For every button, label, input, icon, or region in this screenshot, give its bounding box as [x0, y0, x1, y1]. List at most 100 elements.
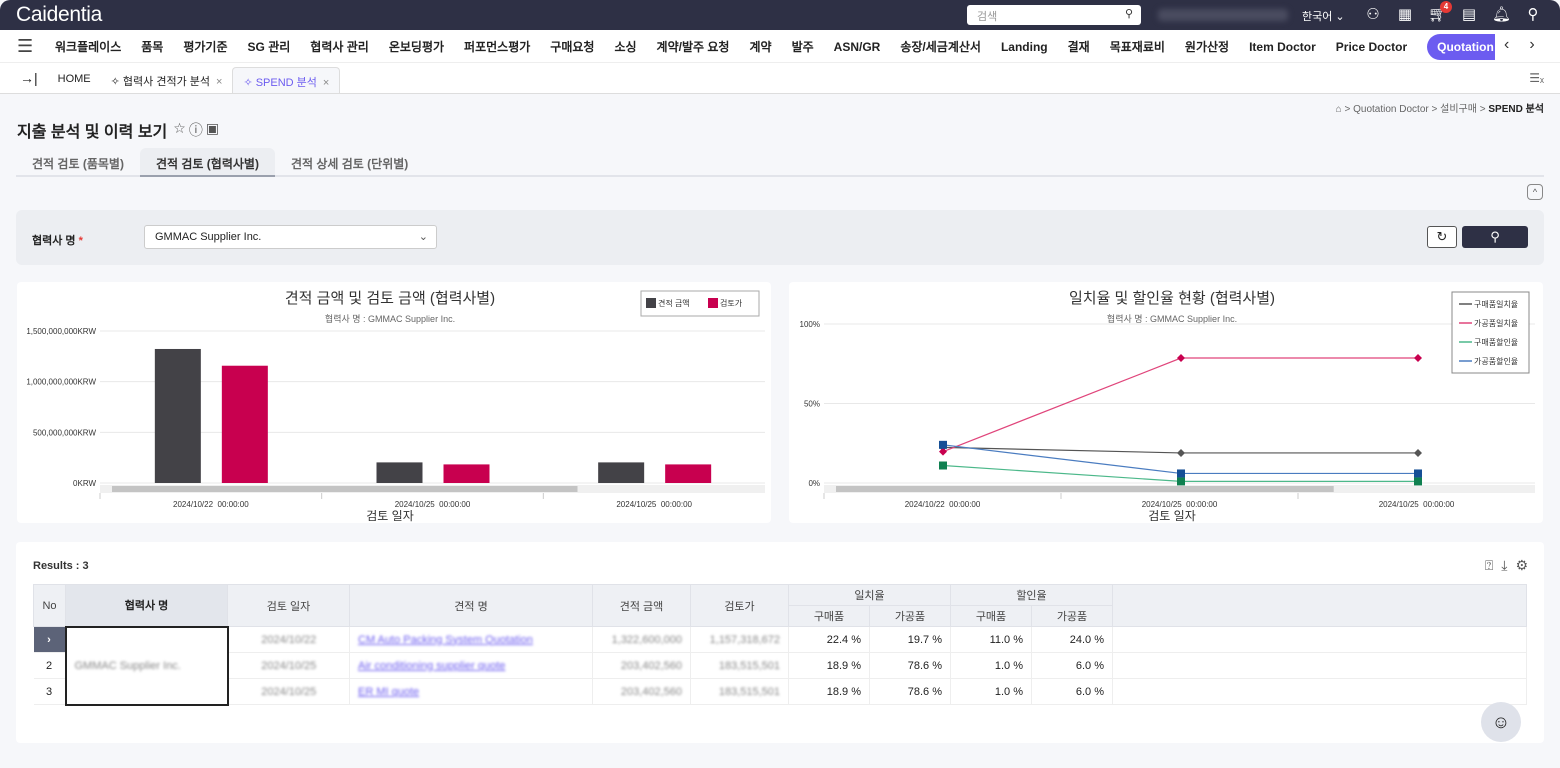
col-match-purchased[interactable]: 구매품 [788, 605, 870, 627]
bell-icon[interactable]: 🔔︎ [1492, 6, 1512, 23]
table-row[interactable]: 3 2024/10/25 ER MI quote 203,402,560 183… [33, 678, 1527, 705]
page-title: 지출 분석 및 이력 보기 [17, 124, 168, 141]
menu-item[interactable]: 계약 [749, 40, 772, 54]
chatbot-button[interactable]: ☺ [1481, 702, 1521, 742]
menu-item[interactable]: 온보딩평가 [388, 40, 445, 54]
menu-item[interactable]: 송장/세금계산서 [900, 40, 981, 54]
community-icon[interactable]: ⚇ [1366, 6, 1380, 23]
breadcrumb-current: SPEND 분석 [1488, 104, 1544, 115]
menu-item[interactable]: 발주 [791, 40, 814, 54]
logo[interactable]: Caidentia [16, 3, 103, 26]
col-review[interactable]: 검토가 [690, 584, 789, 627]
cart-icon[interactable]: 🛒︎ 4 [1428, 1, 1452, 23]
menu-item[interactable]: 목표재료비 [1109, 40, 1165, 54]
menu-item[interactable]: 소싱 [614, 40, 637, 54]
match-processed-cell: 78.6 % [869, 678, 951, 705]
col-match-processed[interactable]: 가공품 [869, 605, 951, 627]
tab-by-supplier[interactable]: 견적 검토 (협력사별) [139, 148, 275, 177]
legend-label: 가공품일치율 [1474, 319, 1518, 328]
col-discount-processed[interactable]: 가공품 [1031, 605, 1113, 627]
col-amount[interactable]: 견적 금액 [592, 584, 691, 627]
main-menu: ☰ 워크플레이스 품목 평가기준 SG 관리 협력사 관리 온보딩평가 퍼포먼스… [0, 30, 1560, 63]
star-icon[interactable]: ☆ [173, 120, 186, 136]
data-point [939, 447, 947, 456]
quote-link[interactable]: ER MI quote [358, 685, 420, 698]
search-button[interactable]: ⚲ [1462, 226, 1528, 248]
menu-item[interactable]: 계약/발주 요청 [656, 40, 730, 54]
table-row[interactable]: › GMMAC Supplier Inc. 2024/10/22 CM Auto… [33, 625, 1527, 706]
info-icon[interactable]: ⓘ [188, 122, 203, 138]
chevron-right-icon[interactable]: › [1529, 36, 1535, 53]
menu-item[interactable]: 워크플레이스 [55, 40, 122, 54]
scrollbar-thumb [112, 486, 578, 492]
language-select[interactable]: 한국어 ⌄ [1302, 11, 1345, 23]
tab-bar: →| HOME ✧ 협력사 견적가 분석 × ✧ SPEND 분석 × ☰ₓ [0, 63, 1560, 94]
bar-0 [154, 348, 201, 483]
row-number: 2 [33, 652, 66, 679]
supplier-cell[interactable]: GMMAC Supplier Inc. [64, 625, 229, 706]
col-discount: 할인율 [950, 584, 1113, 606]
breadcrumb-item[interactable]: Quotation Doctor [1353, 104, 1429, 115]
legend-label: 구매품일치율 [1474, 300, 1518, 309]
document-icon[interactable]: ▤ [1461, 6, 1477, 23]
calendar-icon[interactable]: ▦ [1397, 6, 1413, 23]
menu-item[interactable]: 원가산정 [1184, 40, 1230, 54]
menu-item[interactable]: ASN/GR [833, 39, 881, 54]
table-row[interactable]: 2 2024/10/25 Air conditioning supplier q… [33, 652, 1527, 679]
close-icon[interactable]: × [322, 77, 330, 89]
x-axis-title: 검토 일자 [1148, 509, 1196, 523]
clear-tabs-icon[interactable]: ☰ₓ [1529, 71, 1544, 85]
tab-home[interactable]: HOME [48, 67, 101, 93]
data-point [1414, 354, 1422, 363]
gear-icon[interactable]: ⚙ [1515, 557, 1528, 573]
y-tick-label: 0% [808, 479, 820, 488]
collapse-button[interactable]: ^ [1527, 184, 1543, 200]
menu-item[interactable]: 퍼포먼스평가 [464, 40, 531, 54]
user-icon[interactable]: ⚲ [1527, 6, 1539, 23]
menu-item[interactable]: 구매요청 [550, 40, 595, 54]
expand-sidebar-icon[interactable]: →| [20, 70, 38, 86]
supplier-select[interactable]: GMMAC Supplier Inc. ⌄ [144, 225, 437, 249]
col-quote[interactable]: 견적 명 [349, 584, 593, 627]
col-no[interactable]: No [33, 584, 66, 627]
menu-item[interactable]: 평가기준 [183, 40, 228, 54]
manual-icon[interactable]: ▣ [205, 120, 220, 136]
menu-item[interactable]: SG 관리 [247, 40, 291, 54]
menu-item[interactable]: Price Doctor [1335, 39, 1408, 54]
legend-swatch [708, 298, 718, 308]
tab-by-unit[interactable]: 견적 상세 검토 (단위별) [290, 157, 409, 171]
search-icon[interactable]: ⚲ [1124, 8, 1133, 20]
chart-subtitle: 협력사 명 : GMMAC Supplier Inc. [325, 313, 455, 324]
col-date[interactable]: 검토 일자 [227, 584, 350, 627]
col-supplier[interactable]: 협력사 명 [65, 584, 228, 627]
tab-by-item[interactable]: 견적 검토 (품목별) [32, 157, 124, 171]
y-tick-label: 1,500,000,000KRW [26, 327, 96, 336]
tab-spend-analysis[interactable]: ✧ SPEND 분석 × [232, 67, 341, 93]
reset-button[interactable]: ↻ [1427, 226, 1457, 248]
menu-item[interactable]: 협력사 관리 [310, 40, 369, 54]
info-comment-icon[interactable]: ⍰ [1484, 557, 1494, 573]
bar-0 [598, 462, 645, 483]
menu-item[interactable]: 결재 [1067, 40, 1090, 54]
y-tick-label: 50% [804, 400, 820, 409]
match-purchased-cell: 18.9 % [788, 678, 870, 705]
chevron-left-icon[interactable]: ‹ [1504, 36, 1510, 53]
menu-item[interactable]: Landing [1000, 39, 1048, 54]
col-discount-purchased[interactable]: 구매품 [950, 605, 1032, 627]
home-icon[interactable]: ⌂ [1335, 104, 1342, 115]
hamburger-icon[interactable]: ☰ [17, 36, 34, 56]
download-icon[interactable]: ⤓ [1501, 557, 1508, 573]
menu-item-quotation-doctor[interactable]: Quotation Doctor [1427, 33, 1495, 60]
quote-link[interactable]: Air conditioning supplier quote [358, 659, 506, 672]
tab-supplier-analysis[interactable]: ✧ 협력사 견적가 분석 × [101, 67, 233, 93]
menu-item[interactable]: 품목 [141, 40, 164, 54]
quote-link[interactable]: CM Auto Packing System Quotation [358, 633, 533, 646]
review-cell: 1,157,318,672 [709, 633, 780, 646]
match-processed-cell: 78.6 % [869, 652, 951, 679]
close-icon[interactable]: × [216, 76, 223, 88]
breadcrumb-item[interactable]: 설비구매 [1440, 104, 1477, 115]
data-point [939, 461, 947, 470]
global-search-input[interactable]: 검색 ⚲ [967, 5, 1141, 25]
menu-item[interactable]: Item Doctor [1249, 39, 1316, 54]
row-selector[interactable]: › [33, 626, 66, 653]
